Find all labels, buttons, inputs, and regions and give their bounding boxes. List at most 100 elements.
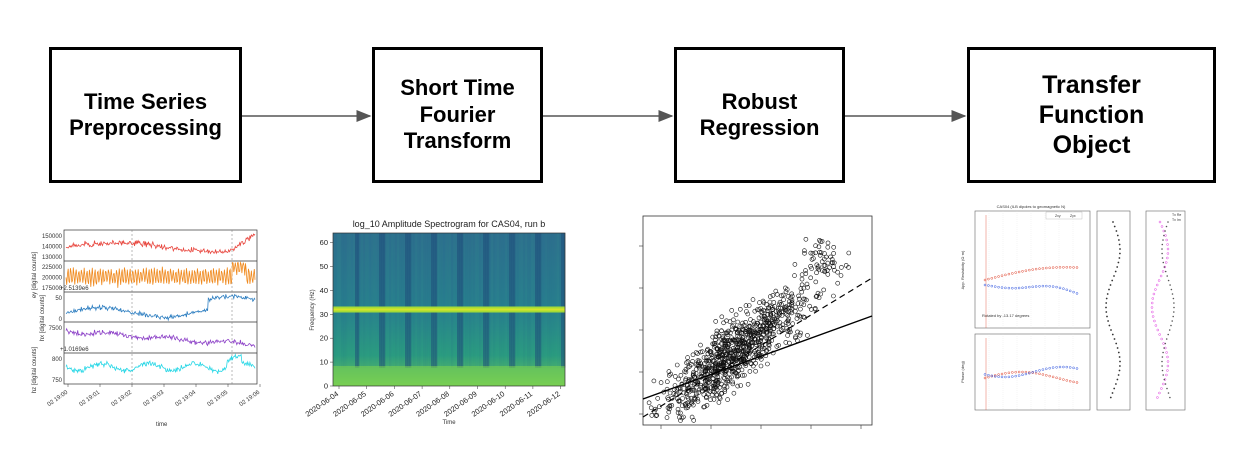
spectrogram-column bbox=[417, 233, 420, 368]
reg-point bbox=[737, 351, 743, 356]
tf-tipper-re bbox=[1115, 230, 1118, 232]
reg-point bbox=[725, 358, 731, 364]
reg-point bbox=[675, 406, 681, 412]
reg-point bbox=[763, 348, 769, 354]
reg-point bbox=[678, 410, 683, 416]
spectrogram-column bbox=[411, 233, 414, 368]
reg-outlier-point bbox=[814, 270, 819, 276]
reg-point bbox=[653, 413, 659, 419]
reg-outlier-point bbox=[816, 266, 822, 272]
tf-rho-yx bbox=[1031, 285, 1034, 289]
reg-point bbox=[705, 391, 711, 397]
spectrogram-column bbox=[497, 233, 500, 368]
reg-outlier-point bbox=[808, 250, 814, 256]
spectrogram-column bbox=[399, 233, 402, 368]
spectrogram-column bbox=[477, 233, 480, 368]
ts-ytick-hx: 50 bbox=[55, 296, 62, 302]
tf-tipper-re bbox=[1105, 306, 1107, 309]
tf-rho-yx bbox=[1068, 289, 1072, 293]
reg-point bbox=[695, 396, 700, 402]
reg-point bbox=[648, 405, 654, 411]
reg-point bbox=[813, 279, 819, 285]
tf-phase-xy bbox=[1072, 380, 1075, 384]
reg-point bbox=[666, 409, 672, 415]
reg-point bbox=[789, 310, 795, 316]
reg-point bbox=[656, 404, 662, 410]
tf-phase-yx bbox=[1004, 375, 1007, 379]
reg-point bbox=[761, 324, 767, 329]
tf-phase-yx bbox=[993, 375, 997, 378]
tf-phase-yx bbox=[1045, 367, 1048, 371]
reg-point bbox=[699, 349, 705, 355]
tf-title: CAS04 (ILB dipoles to geomagnetic N) bbox=[997, 204, 1066, 209]
reg-point bbox=[689, 388, 695, 393]
spectrogram-column bbox=[369, 233, 372, 368]
tf-tipper-im bbox=[1150, 301, 1154, 305]
reg-point bbox=[767, 323, 773, 329]
tf-rho-yx bbox=[1055, 285, 1058, 289]
spectrogram-column bbox=[459, 233, 462, 368]
reg-point bbox=[779, 293, 784, 299]
reg-point bbox=[676, 399, 682, 404]
reg-point bbox=[677, 386, 683, 392]
tf-rho-yx bbox=[990, 284, 994, 288]
reg-outlier-point bbox=[799, 282, 805, 288]
reg-point bbox=[709, 355, 714, 361]
reg-point bbox=[795, 301, 801, 306]
reg-point bbox=[730, 379, 735, 385]
tf-tipper-re bbox=[1105, 302, 1108, 304]
reg-point bbox=[667, 390, 673, 396]
spectrogram-column bbox=[499, 233, 502, 368]
reg-point bbox=[690, 402, 696, 408]
tf-phase-yx bbox=[1017, 374, 1021, 377]
ts-xtick-label: 02 19:06 bbox=[239, 389, 262, 408]
spectrogram-column bbox=[429, 233, 432, 368]
tf-rho-xy bbox=[1031, 268, 1034, 271]
reg-point bbox=[685, 355, 690, 360]
tf-phase-xy bbox=[1004, 372, 1007, 375]
reg-point bbox=[760, 298, 766, 304]
tf-rho-xy bbox=[983, 278, 987, 282]
tf-rho-xy bbox=[1041, 267, 1045, 270]
reg-point bbox=[769, 305, 775, 310]
ts-ytick-ey: 175000 bbox=[42, 286, 63, 292]
reg-point bbox=[728, 330, 733, 336]
reg-point bbox=[793, 304, 799, 310]
tf-tipper-im2 bbox=[1163, 266, 1166, 268]
reg-point bbox=[774, 344, 780, 349]
tf-tipper-im2 bbox=[1165, 338, 1168, 340]
reg-point bbox=[721, 360, 727, 365]
tf-tipper-im bbox=[1151, 310, 1154, 314]
tf-phase-xy bbox=[1038, 372, 1041, 376]
reg-point bbox=[713, 319, 719, 324]
reg-point bbox=[786, 316, 792, 322]
tf-tipper-re bbox=[1108, 324, 1111, 327]
reg-point bbox=[725, 378, 731, 384]
tf-tipper-im2 bbox=[1170, 288, 1173, 291]
spectrogram-column bbox=[365, 233, 368, 368]
reg-outlier-point bbox=[811, 256, 816, 261]
reg-outlier-point bbox=[823, 254, 829, 260]
ts-ylabel-hx: hx [digital counts] bbox=[40, 294, 46, 341]
spectrogram-column bbox=[523, 233, 526, 368]
reg-outlier-point bbox=[808, 275, 814, 281]
spectrogram-column bbox=[475, 233, 478, 368]
tf-rho-xy bbox=[1024, 269, 1028, 272]
reg-point bbox=[667, 406, 672, 412]
spectrogram-column bbox=[551, 233, 554, 368]
spectrogram-column bbox=[515, 233, 518, 368]
spectrogram-column bbox=[357, 233, 360, 368]
spectrogram-column bbox=[527, 233, 530, 368]
reg-point bbox=[723, 330, 729, 336]
spectrogram-column bbox=[401, 233, 404, 368]
reg-point bbox=[741, 356, 746, 362]
reg-point bbox=[686, 377, 692, 382]
reg-point bbox=[759, 313, 765, 319]
reg-point bbox=[740, 335, 746, 340]
tf-rho-yx bbox=[997, 285, 1000, 289]
spectrogram-column bbox=[525, 233, 528, 368]
reg-point bbox=[747, 323, 752, 329]
ts-xlabel: time bbox=[156, 422, 168, 428]
reg-point bbox=[704, 394, 709, 400]
spectrogram-column bbox=[553, 233, 556, 368]
